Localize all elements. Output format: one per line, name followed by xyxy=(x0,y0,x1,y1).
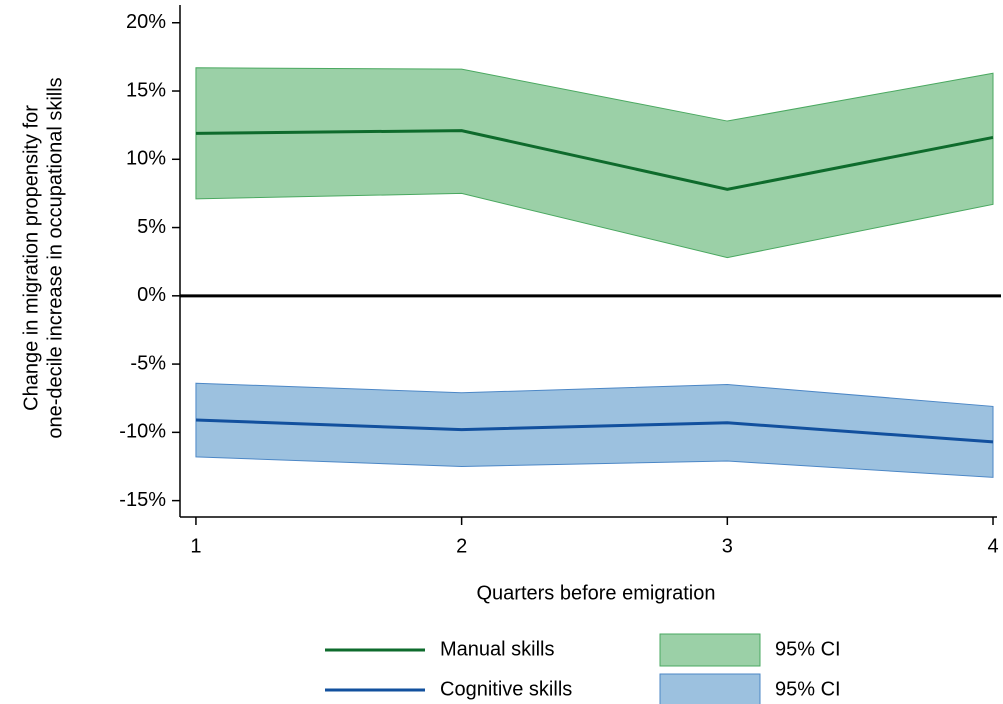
y-axis-label: one-decile increase in occupational skil… xyxy=(44,77,66,438)
line xyxy=(195,418,994,444)
y-tick-label: 15% xyxy=(126,79,166,101)
y-tick-label: 0% xyxy=(137,284,166,306)
y-tick-label: 5% xyxy=(137,216,166,238)
x-axis-label: Quarters before emigration xyxy=(476,582,715,604)
legend-label: Manual skills xyxy=(440,638,554,660)
y-tick-label: -10% xyxy=(119,421,166,443)
x-tick-label: 4 xyxy=(987,535,998,557)
line xyxy=(195,129,994,191)
x-tick-label: 3 xyxy=(722,535,733,557)
ci-band xyxy=(195,382,994,478)
ci-band xyxy=(195,67,994,259)
legend-label: 95% CI xyxy=(775,678,841,700)
y-tick-label: -5% xyxy=(130,352,166,374)
legend-label: Cognitive skills xyxy=(440,678,572,700)
legend-label: 95% CI xyxy=(775,638,841,660)
y-tick-label: 10% xyxy=(126,148,166,170)
legend-swatch xyxy=(659,673,761,704)
x-tick-label: 1 xyxy=(190,535,201,557)
y-axis-label: Change in migration propensity for xyxy=(20,105,42,411)
y-tick-label: -15% xyxy=(119,489,166,511)
x-tick-label: 2 xyxy=(456,535,467,557)
legend-swatch xyxy=(659,633,761,667)
y-tick-label: 20% xyxy=(126,11,166,33)
